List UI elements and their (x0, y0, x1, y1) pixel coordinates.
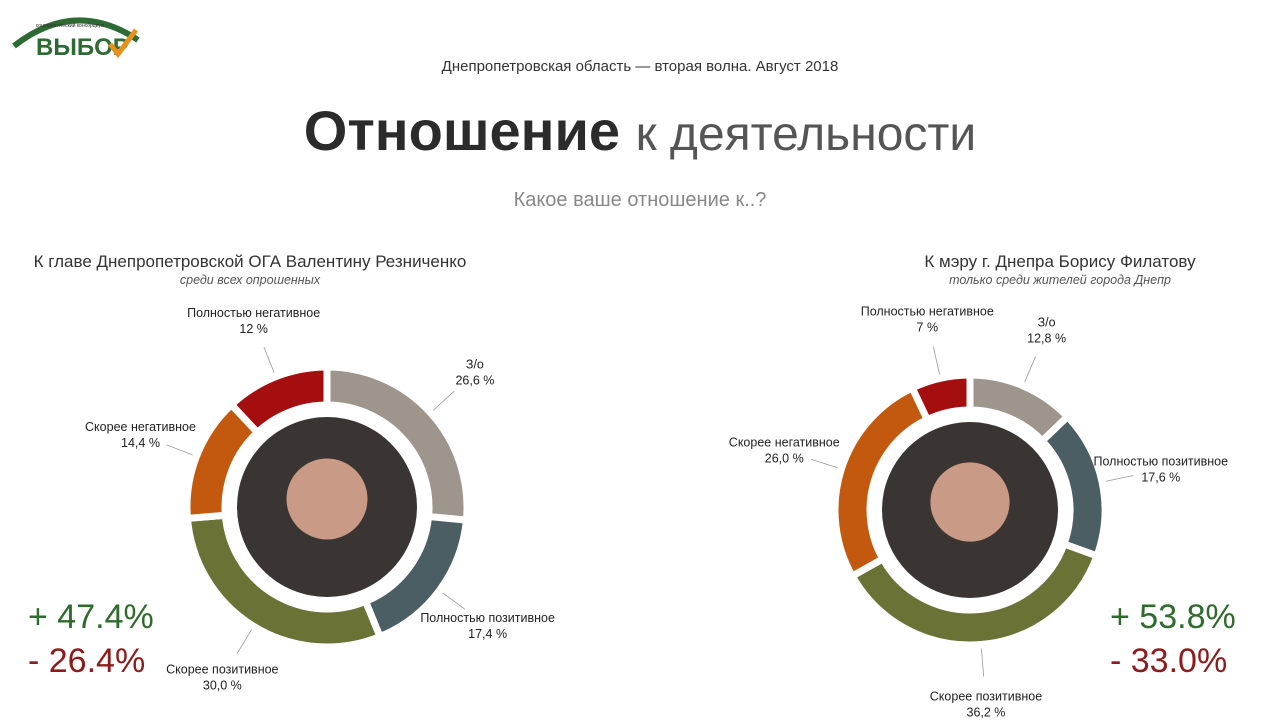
question: Какое ваше отношение к..? (514, 189, 767, 211)
donut-segment (226, 363, 331, 438)
positive-total: + 53.8% (1110, 598, 1236, 636)
segment-label: Полностью позитивное (420, 611, 555, 625)
leader-line (166, 444, 193, 456)
logo-arc (12, 17, 140, 49)
segment-value: 14,4 % (121, 436, 160, 450)
segment-label: Полностью позитивное (1093, 455, 1228, 469)
photo-face (286, 458, 368, 540)
donut-segment (907, 371, 974, 425)
positive-total: + 47.4% (28, 598, 154, 636)
leader-line (263, 346, 275, 374)
segment-value: 7 % (917, 321, 939, 335)
segment-value: 12,8 % (1027, 332, 1066, 346)
segment-value: 36,2 % (967, 705, 1006, 719)
segment-label: З/о (1038, 316, 1056, 330)
logo: социологический консорциум ВЫБОР (12, 17, 140, 61)
segment-label: Скорее негативное (729, 436, 840, 450)
segment-value: 17,4 % (468, 627, 507, 641)
leader-line (1105, 475, 1134, 482)
negative-total: - 33.0% (1110, 642, 1227, 680)
title-light: к деятельности (636, 108, 977, 161)
segment-label: Полностью негативное (187, 306, 320, 320)
negative-total: - 26.4% (28, 642, 145, 680)
logo-check (108, 28, 138, 59)
segment-value: 26,0 % (765, 452, 804, 466)
segment-label: Полностью негативное (861, 305, 994, 319)
photo-face (930, 462, 1010, 542)
segment-label: Скорее позитивное (166, 662, 278, 676)
logo-tagline: социологический консорциум (36, 22, 105, 29)
segment-value: 26,6 % (455, 373, 494, 387)
header-subtitle: Днепропетровская область — вторая волна.… (442, 58, 839, 75)
segment-label: Скорее негативное (85, 420, 196, 434)
title-bold: Отношение (304, 99, 620, 162)
segment-value: 12 % (239, 322, 268, 336)
segment-label: Скорее позитивное (930, 689, 1042, 703)
chart-title: К мэру г. Днепра Борису Филатову (924, 252, 1196, 271)
segment-value: 17,6 % (1141, 471, 1180, 485)
leader-line (980, 648, 985, 677)
leader-line (236, 629, 252, 654)
chart-subtitle: среди всех опрошенных (180, 273, 321, 287)
header-title: Отношение к деятельности (304, 99, 976, 162)
leader-line (442, 592, 466, 610)
charts: К главе Днепропетровской ОГА Валентину Р… (28, 252, 1236, 719)
segment-label: З/о (466, 357, 484, 371)
leader-line (810, 458, 838, 469)
leader-line (433, 390, 455, 411)
leader-line (933, 346, 940, 375)
chart-title: К главе Днепропетровской ОГА Валентину Р… (34, 252, 467, 271)
chart-subtitle: только среди жителей города Днепр (949, 273, 1171, 287)
segment-value: 30,0 % (203, 678, 242, 692)
leader-line (1024, 356, 1036, 383)
